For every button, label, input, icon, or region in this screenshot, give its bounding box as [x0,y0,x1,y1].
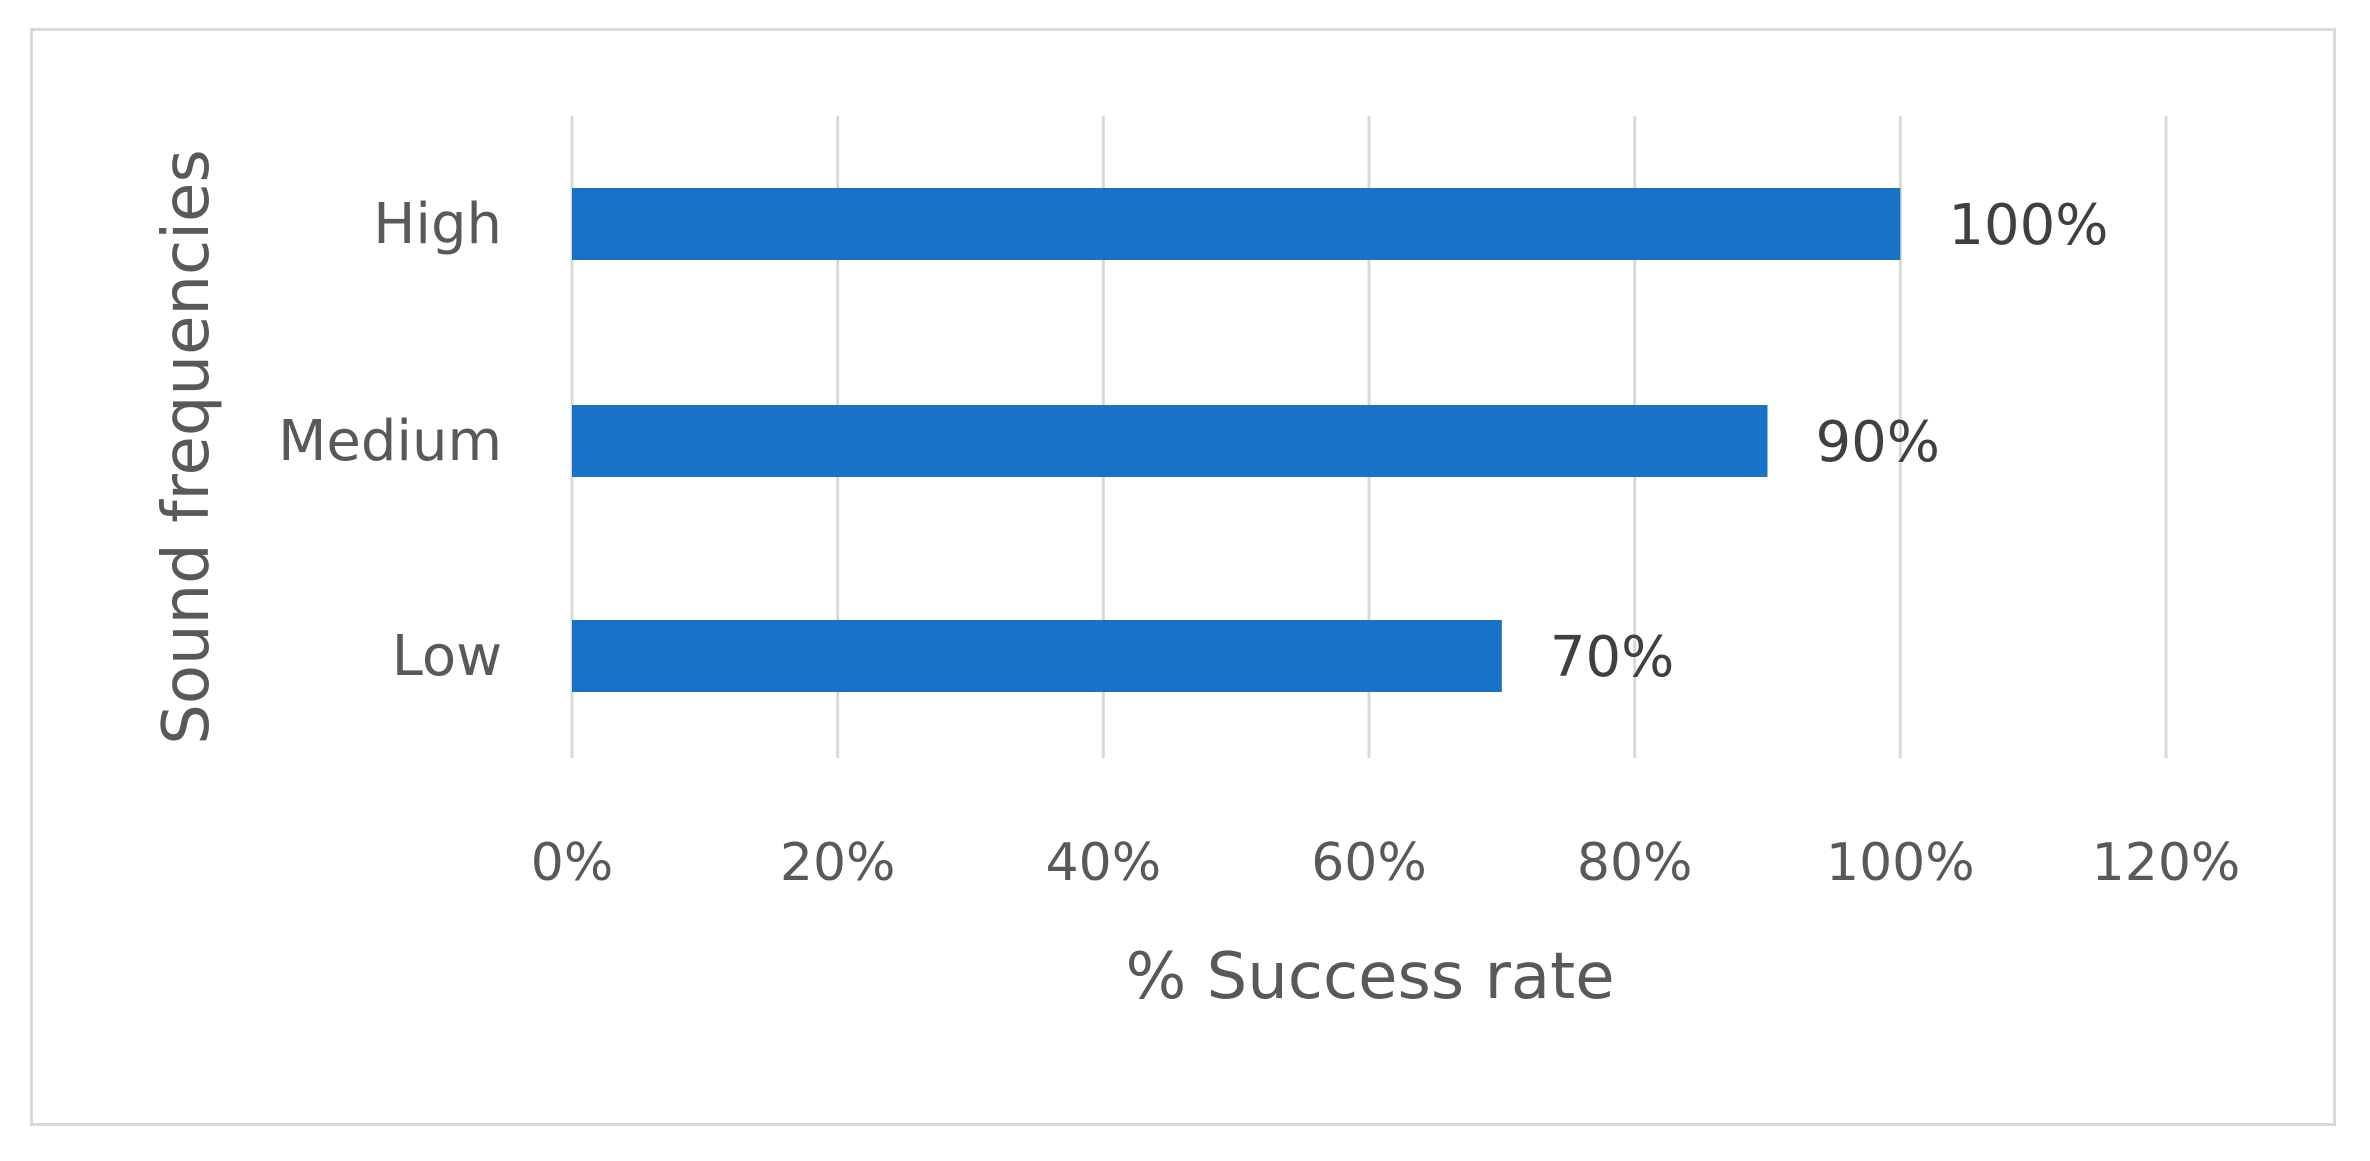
y-axis-categories: High Medium Low [278,192,502,689]
x-tick-label: 80% [1577,833,1693,893]
data-label-low: 70% [1550,625,1674,690]
x-tick-label: 60% [1311,833,1427,893]
x-tick-label: 120% [2092,833,2241,893]
bar-low [572,620,1502,692]
x-axis-title: % Success rate [1125,940,1614,1014]
bar-high [572,188,1901,260]
data-labels: 100% 90% 70% [1550,193,2109,690]
x-tick-label: 20% [780,833,896,893]
y-axis-title: Sound frequencies [150,149,224,745]
data-label-medium: 90% [1816,410,1940,475]
bar-medium [572,405,1768,477]
category-label-low: Low [392,624,502,689]
data-label-high: 100% [1948,193,2108,258]
x-tick-label: 40% [1046,833,1162,893]
x-tick-label: 100% [1826,833,1975,893]
bars [572,188,1901,692]
x-axis-ticks: 0% 20% 40% 60% 80% 100% 120% [531,833,2241,893]
category-label-high: High [373,192,502,257]
category-label-medium: Medium [278,409,502,474]
x-tick-label: 0% [531,833,614,893]
